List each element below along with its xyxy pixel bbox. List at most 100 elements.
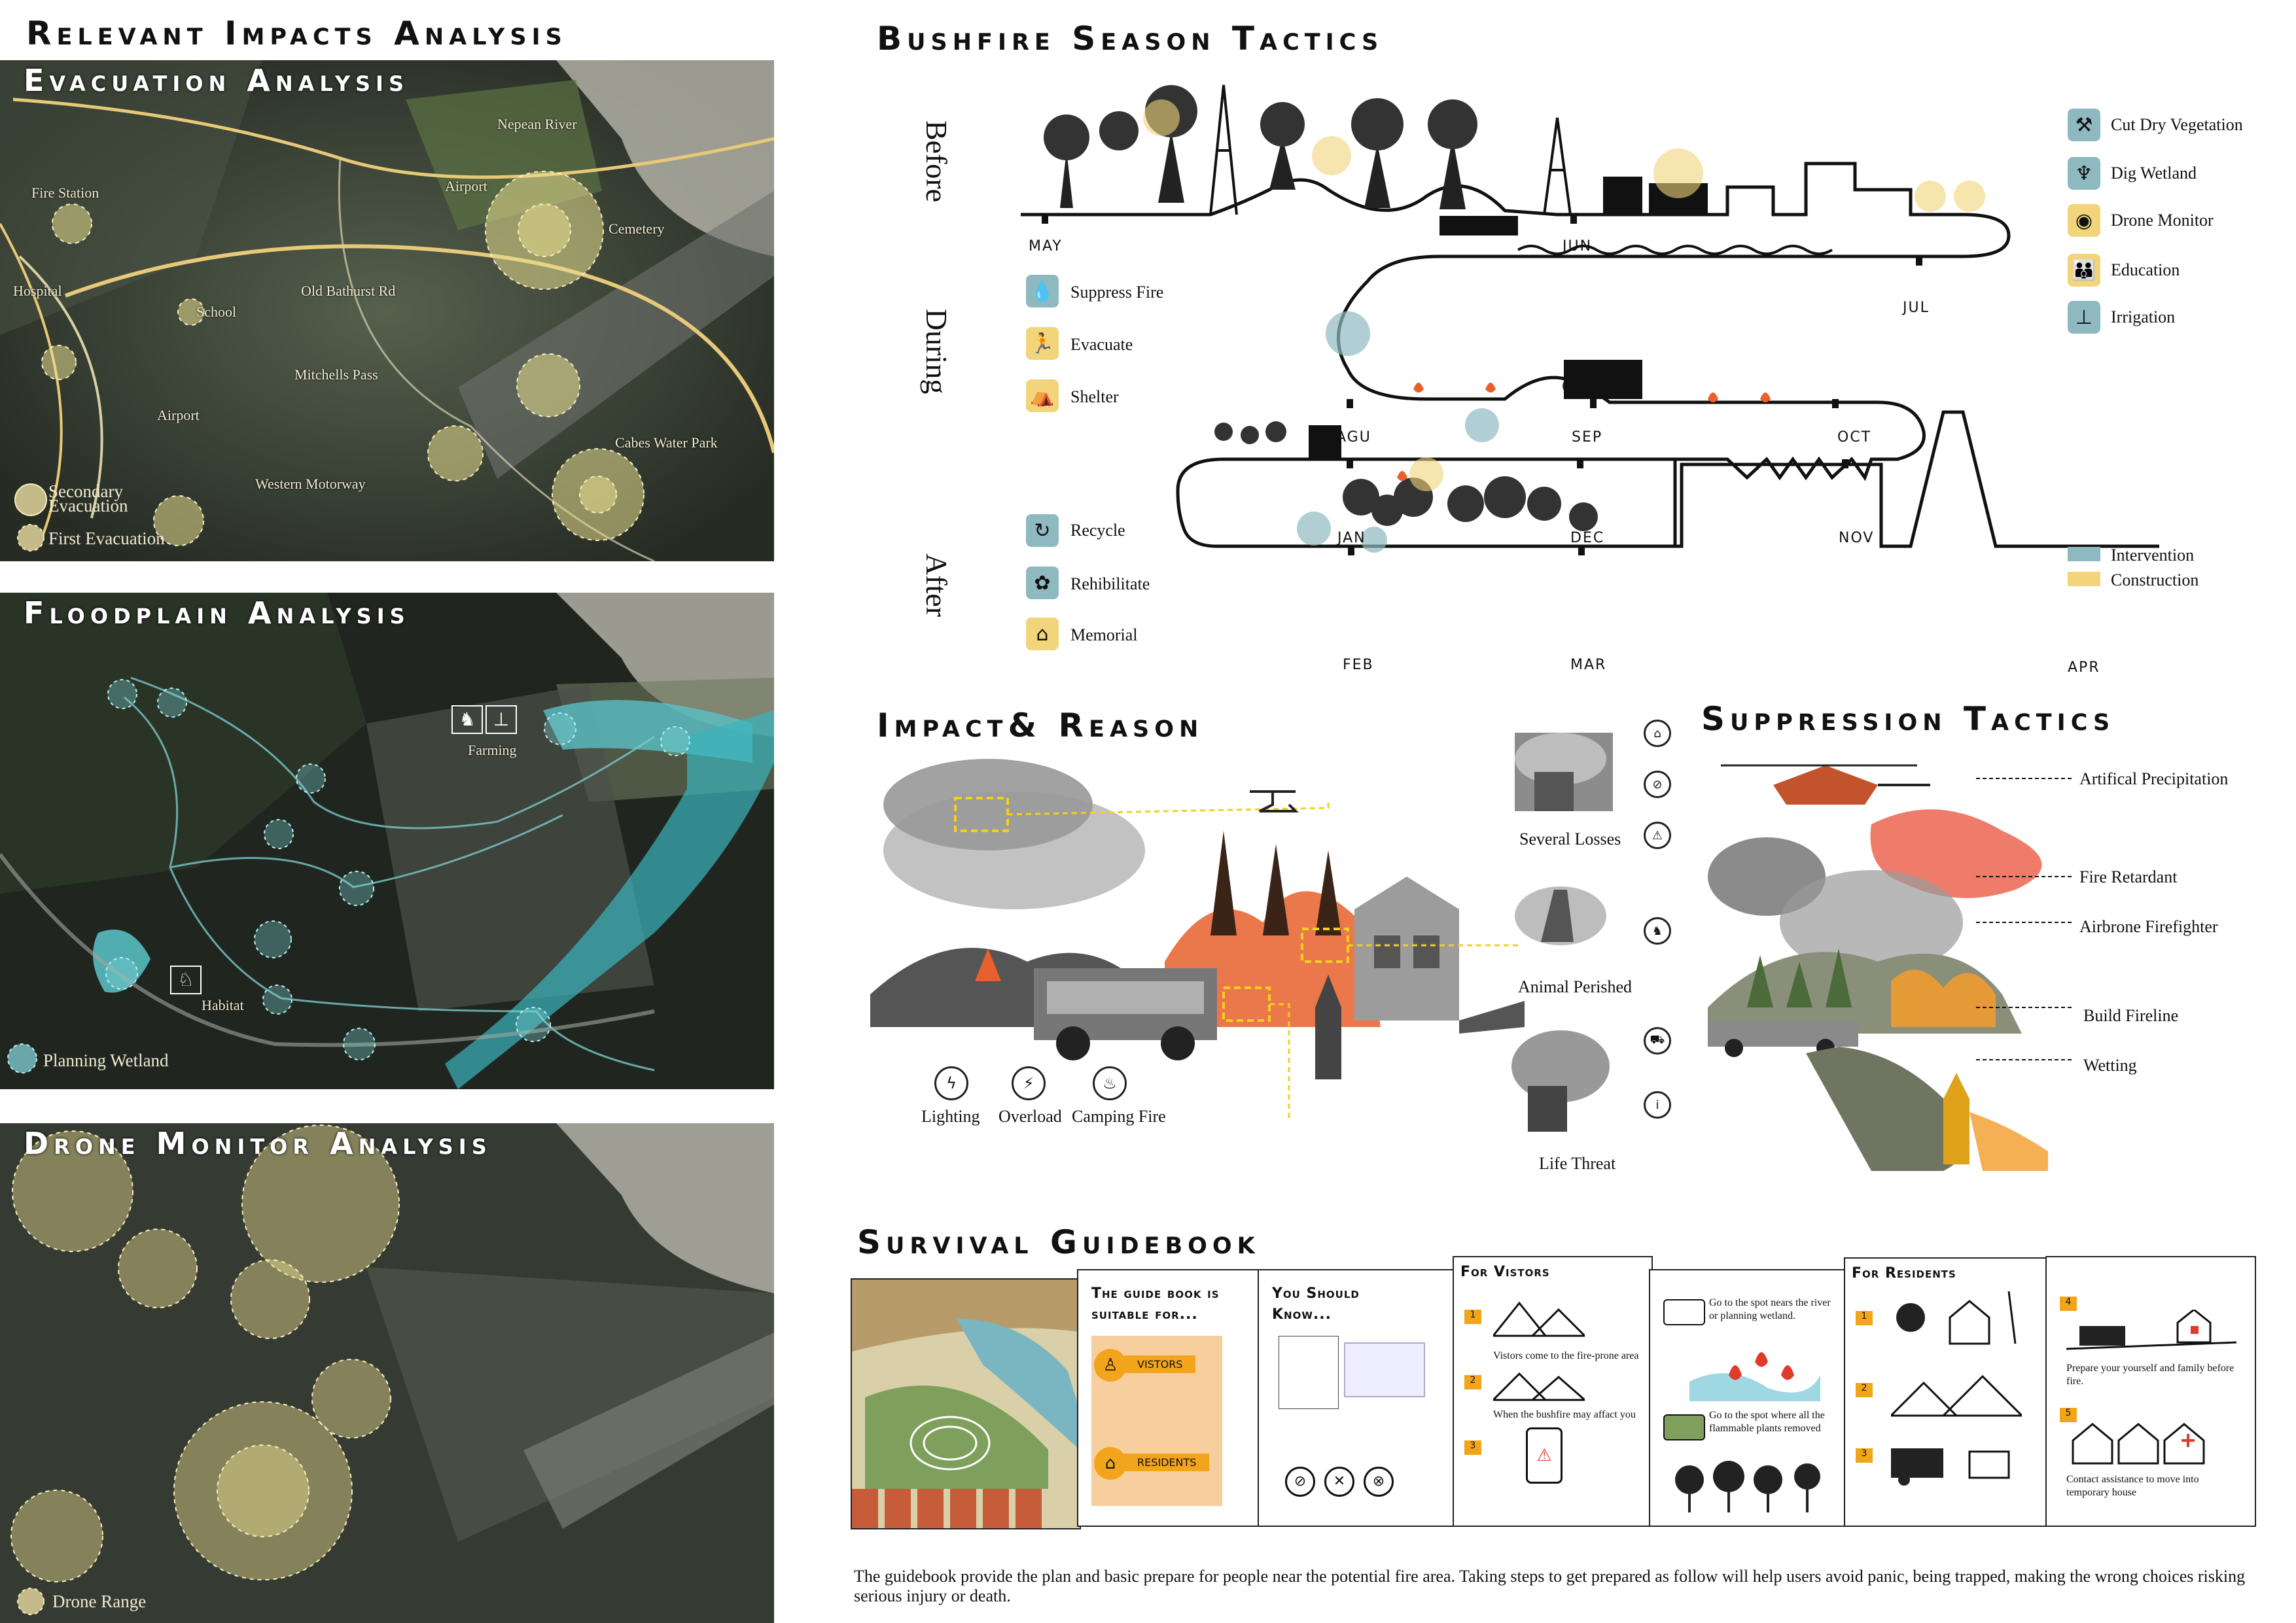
residents-icon: ⌂: [1094, 1447, 1127, 1480]
guidebook-panel-prepare: 4 Prepare your yourself and family befor…: [2045, 1256, 2256, 1527]
axe-icon: ⚒: [2068, 109, 2100, 141]
impact-results-collage: [1511, 733, 1613, 1132]
animal-icon: ♞: [1644, 917, 1671, 945]
panel-title: The guide book is suitable for...: [1091, 1285, 1220, 1323]
floodplain-map-graphic: [0, 593, 774, 1089]
tactic-airbrone-firefighter: Airbrone Firefighter: [2079, 917, 2218, 936]
losses-icon: ⌂: [1644, 720, 1671, 747]
panel-title: For Residents: [1852, 1265, 1956, 1282]
irrigation-icon: ⊥: [486, 705, 517, 734]
tactic-build-fireline: Build Fireline: [2083, 1006, 2179, 1025]
phase-before-label: Before: [920, 120, 953, 203]
month-label: MAR: [1570, 657, 1607, 673]
legend-drone-range: Drone Range: [52, 1592, 147, 1611]
map-label: Western Motorway: [255, 476, 366, 492]
month-label: DEC: [1570, 530, 1605, 546]
legend-evacuate: Evacuate: [1070, 335, 1133, 354]
water-fire-illustration: [1689, 1352, 1820, 1401]
tactic-artifical-precipitation: Artifical Precipitation: [2079, 769, 2229, 788]
mountain-icon: [1891, 1374, 2022, 1417]
legend-first-evacuation: First Evacuation: [48, 529, 165, 548]
guidebook-panel-know: You Should Know... ⊘ ✕ ⊗: [1258, 1269, 1457, 1527]
legend-secondary-evacuation: Secondary Evacuation: [48, 481, 128, 515]
caravan-illustration: [1891, 1448, 2010, 1486]
drone-map-graphic: [0, 1123, 774, 1623]
running-person-icon: 🏃: [1026, 327, 1059, 360]
month-label: FEB: [1343, 657, 1374, 673]
visitors-badge: VISTORS: [1124, 1355, 1196, 1373]
month-label: NOV: [1839, 530, 1875, 546]
map-label: School: [196, 304, 237, 320]
prepare-step-1: Prepare your yourself and family before …: [2066, 1363, 2234, 1387]
guidebook-panel-residents: For Residents 1 2 3: [1844, 1257, 2049, 1527]
green-map-thumbnail: [1663, 1414, 1705, 1440]
mountain-icon: [1493, 1372, 1585, 1401]
cover-illustration: [852, 1280, 1080, 1528]
month-label: SEP: [1572, 429, 1603, 445]
lightning-icon: ϟ: [934, 1066, 968, 1100]
month-label: APR: [2068, 659, 2100, 676]
result-several-losses: Several Losses: [1519, 829, 1621, 848]
alert-icon: ⚠: [1644, 822, 1671, 849]
wetland-icon: ♆: [2068, 157, 2100, 190]
prepare-step-2: Contact assistance to move into temporar…: [2066, 1474, 2199, 1498]
residents-badge: RESIDENTS: [1124, 1454, 1210, 1471]
legend-intervention-swatch: [2068, 547, 2100, 561]
map-thumbnail: [1663, 1299, 1705, 1325]
step-3-arrow: 3: [1856, 1448, 1873, 1463]
step-3-arrow: 3: [1464, 1440, 1481, 1455]
panel-title: You Should Know...: [1272, 1285, 1360, 1323]
month-label: JAN: [1337, 530, 1366, 546]
guidebook-panel-suitable: The guide book is suitable for... ♙ VIST…: [1077, 1269, 1262, 1527]
map-label: Cabes Water Park: [615, 434, 718, 451]
visitor-step-2: When the bushfire may affact you: [1493, 1409, 1636, 1420]
evacuation-map: Evacuation Analysis Fire Station Hospita…: [0, 60, 774, 561]
habitat-icon: ♘: [170, 966, 202, 994]
legend-memorial: Memorial: [1070, 625, 1138, 644]
map-label: Fire Station: [31, 184, 99, 201]
legend-shelter: Shelter: [1070, 387, 1119, 406]
house-trees-illustration: [1896, 1291, 2017, 1345]
no-entry-icon: ⊘: [1644, 771, 1671, 798]
evacuation-map-graphic: [0, 60, 774, 561]
month-label: AGU: [1336, 429, 1371, 445]
eye-icon: ◉: [2068, 204, 2100, 237]
panel-title: For Vistors: [1460, 1264, 1550, 1280]
phone-alert-icon: ⚠: [1526, 1427, 1563, 1484]
bushfire-season-heading: Bushfire Season Tactics: [877, 20, 1384, 58]
cause-overload: Overload: [998, 1107, 1062, 1126]
legend-planning-wetland: Planning Wetland: [43, 1051, 169, 1070]
legend-recycle: Recycle: [1070, 521, 1125, 540]
map-label: Nepean River: [497, 116, 577, 132]
guidebook-panel-cover: [851, 1278, 1081, 1529]
map-label: Airport: [157, 407, 200, 423]
no-smoking-icon: ⊗: [1364, 1467, 1394, 1497]
step-2-arrow: 2: [1464, 1375, 1481, 1389]
no-tools-icon: ✕: [1324, 1467, 1354, 1497]
drone-title: Drone Monitor Analysis: [24, 1126, 492, 1161]
step-2-arrow: 2: [1856, 1383, 1873, 1397]
tent-icon: ⛺: [1026, 379, 1059, 412]
cause-lighting: Lighting: [921, 1107, 980, 1126]
vehicle-icon: ⛟: [1644, 1027, 1671, 1055]
month-label: JUN: [1563, 238, 1593, 254]
step-5-arrow: 5: [2060, 1408, 2077, 1422]
map-label: Airport: [445, 178, 487, 194]
legend-construction: Construction: [2111, 570, 2199, 589]
tactic-fire-retardant: Fire Retardant: [2079, 867, 2178, 886]
map-thumbnail: [1344, 1342, 1425, 1397]
suppression-tactics-heading: Suppression Tactics: [1701, 700, 2115, 738]
map-label: Farming: [468, 742, 517, 758]
season-timeline: [1021, 84, 2159, 555]
step-4-arrow: 4: [2060, 1297, 2077, 1311]
visitor-step-1: Vistors come to the fire-prone area: [1493, 1350, 1639, 1361]
route-step-2: Go to the spot where all the flammable p…: [1709, 1410, 1825, 1434]
phase-after-label: After: [920, 553, 953, 618]
mountain-icon: [1493, 1301, 1585, 1337]
campfire-icon: ♨: [1093, 1066, 1127, 1100]
result-animal-perished: Animal Perished: [1518, 977, 1633, 996]
irrigation-icon: ⊥: [2068, 301, 2100, 334]
relevant-impacts-heading: Relevant Impacts Analysis: [26, 14, 567, 52]
legend-education: Education: [2111, 260, 2180, 279]
map-label: Habitat: [202, 997, 244, 1013]
